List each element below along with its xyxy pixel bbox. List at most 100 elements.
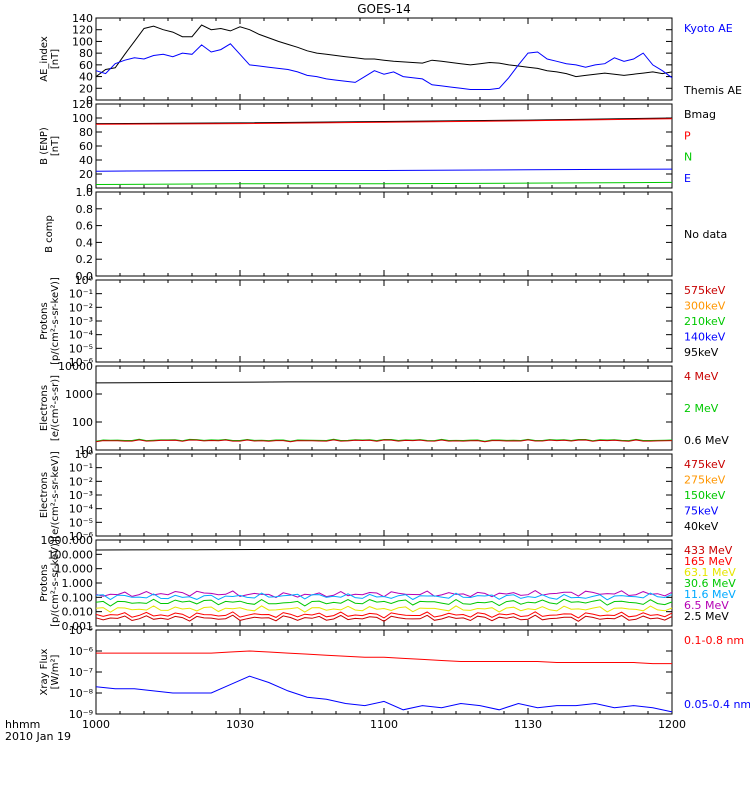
y-tick-label: 10⁻⁴ [69, 329, 94, 342]
y-tick-label: 10⁻⁶ [69, 530, 94, 543]
y-tick-label: 80 [79, 126, 93, 139]
series-line-2-5-mev [95, 548, 673, 551]
legend-entry: 11.6 MeV [684, 588, 736, 601]
y-tick-label: 1000 [65, 388, 93, 401]
legend-entry: 6.5 MeV [684, 599, 729, 612]
y-tick-label: 100 [72, 416, 93, 429]
legend-entry: N [684, 151, 692, 164]
plot-title: GOES-14 [357, 2, 411, 16]
legend-entry: 300keV [684, 300, 726, 313]
y-tick-label: 10⁻⁶ [69, 645, 94, 658]
panel-bcomp: 0.0 0.2 0.4 0.6 0.8 1.0 B comp No data [44, 186, 727, 283]
legend-entry: 165 MeV [684, 555, 733, 568]
series-line-0-05-0-4-nm [95, 675, 673, 713]
y-tick-label: 10⁰ [75, 448, 94, 461]
y-tick-label: 0 [86, 94, 93, 107]
y-tick-label: 140 [72, 12, 93, 25]
series-line-n [95, 181, 673, 185]
date-label: 2010 Jan 19 [5, 730, 71, 743]
legend-entry: 210keV [684, 315, 726, 328]
y-tick-label: 0.2 [76, 253, 94, 266]
panel-frame [95, 279, 673, 363]
legend-entry: 95keV [684, 346, 719, 359]
panel-frame [95, 453, 673, 537]
panel-frame [95, 191, 673, 277]
y-tick-label: 60 [79, 59, 93, 72]
legend-entry: 30.6 MeV [684, 577, 736, 590]
panel-frame [95, 365, 673, 451]
series-line-11-6-mev [95, 592, 673, 601]
panel-frame [95, 17, 673, 101]
y-axis-label: [nT] [50, 136, 61, 156]
panel-frame [95, 103, 673, 189]
y-axis-label: Protons [39, 564, 50, 601]
series-line-433-mev [95, 614, 673, 622]
series-line-0-6-mev [95, 380, 673, 384]
legend-entry: 2.5 MeV [684, 610, 729, 623]
y-tick-label: 0.001 [62, 620, 94, 633]
y-axis-label: Protons [39, 302, 50, 339]
y-axis-label: Xray Flux [39, 648, 50, 695]
y-axis-label: [e/(cm²-s-sr-keV)] [50, 451, 61, 539]
y-axis-label: AE_index [39, 36, 50, 82]
y-tick-label: 10⁻³ [69, 315, 93, 328]
legend-entry: No data [684, 228, 727, 241]
y-tick-label: 1000.000 [41, 534, 94, 547]
legend-entry: Bmag [684, 108, 716, 121]
y-tick-label: 20 [79, 82, 93, 95]
legend-entry: Themis AE [683, 84, 742, 97]
y-axis-label: B comp [44, 215, 55, 253]
y-axis-label: [p/(cm²-s-sr-keV)] [50, 277, 61, 365]
time-corner-label: hhmm [5, 718, 40, 731]
y-tick-label: 100 [72, 112, 93, 125]
y-tick-label: 120 [72, 24, 93, 37]
time-tick-label: 1000 [82, 718, 110, 731]
legend-entry: 2 MeV [684, 402, 719, 415]
y-tick-label: 0.010 [62, 606, 94, 619]
y-tick-label: 0.100 [62, 591, 94, 604]
y-tick-label: 0.4 [76, 236, 94, 249]
y-tick-label: 120 [72, 98, 93, 111]
y-tick-label: 10⁻³ [69, 489, 93, 502]
y-tick-label: 0.8 [76, 203, 94, 216]
y-axis-label: [nT] [50, 49, 61, 69]
series-line-63-1-mev [95, 605, 673, 613]
legend-entry: 0.6 MeV [684, 434, 729, 447]
y-tick-label: 10⁻¹ [69, 288, 93, 301]
series-line-4-mev [95, 439, 673, 443]
y-tick-label: 20 [79, 168, 93, 181]
legend-entry: 63.1 MeV [684, 566, 736, 579]
y-tick-label: 0 [86, 182, 93, 195]
time-tick-label: 1100 [370, 718, 398, 731]
series-line-themis-ae [95, 24, 673, 78]
y-axis-label: [e/(cm²-s-sr)] [50, 375, 61, 441]
legend-entry: 4 MeV [684, 370, 719, 383]
panel-xray: 10⁻⁹ 10⁻⁸ 10⁻⁷ 10⁻⁶ 10⁻⁵ Xray Flux [W/m²] 0.1-0… [39, 624, 750, 721]
legend-entry: E [684, 172, 691, 185]
series-line-30-6-mev [95, 598, 673, 607]
y-axis-label: [p/(cm²-s-sr-keV)] [50, 539, 61, 627]
legend-entry: 140keV [684, 331, 726, 344]
y-tick-label: 10⁻⁵ [69, 624, 93, 637]
y-tick-label: 40 [79, 154, 93, 167]
y-tick-label: 10.000 [55, 563, 94, 576]
series-line-kyoto-ae [95, 43, 673, 90]
y-tick-label: 10⁻⁷ [69, 666, 93, 679]
y-tick-label: 10⁻⁴ [69, 503, 94, 516]
time-axis: hhmm 2010 Jan 19 1000 1030 1100 1130 1200 [5, 718, 686, 743]
y-tick-label: 10⁻² [69, 475, 93, 488]
time-tick-label: 1030 [226, 718, 254, 731]
legend-entry: 0.05-0.4 nm [684, 698, 750, 711]
series-line-0-1-0-8-nm [96, 650, 672, 665]
legend-entry: 275keV [684, 474, 726, 487]
y-tick-label: 10⁻² [69, 301, 93, 314]
legend-entry: 75keV [684, 505, 719, 518]
y-axis-label: Electrons [39, 472, 50, 518]
y-tick-label: 10 [79, 444, 93, 457]
y-tick-label: 40 [79, 71, 93, 84]
legend-entry: 40keV [684, 520, 719, 533]
